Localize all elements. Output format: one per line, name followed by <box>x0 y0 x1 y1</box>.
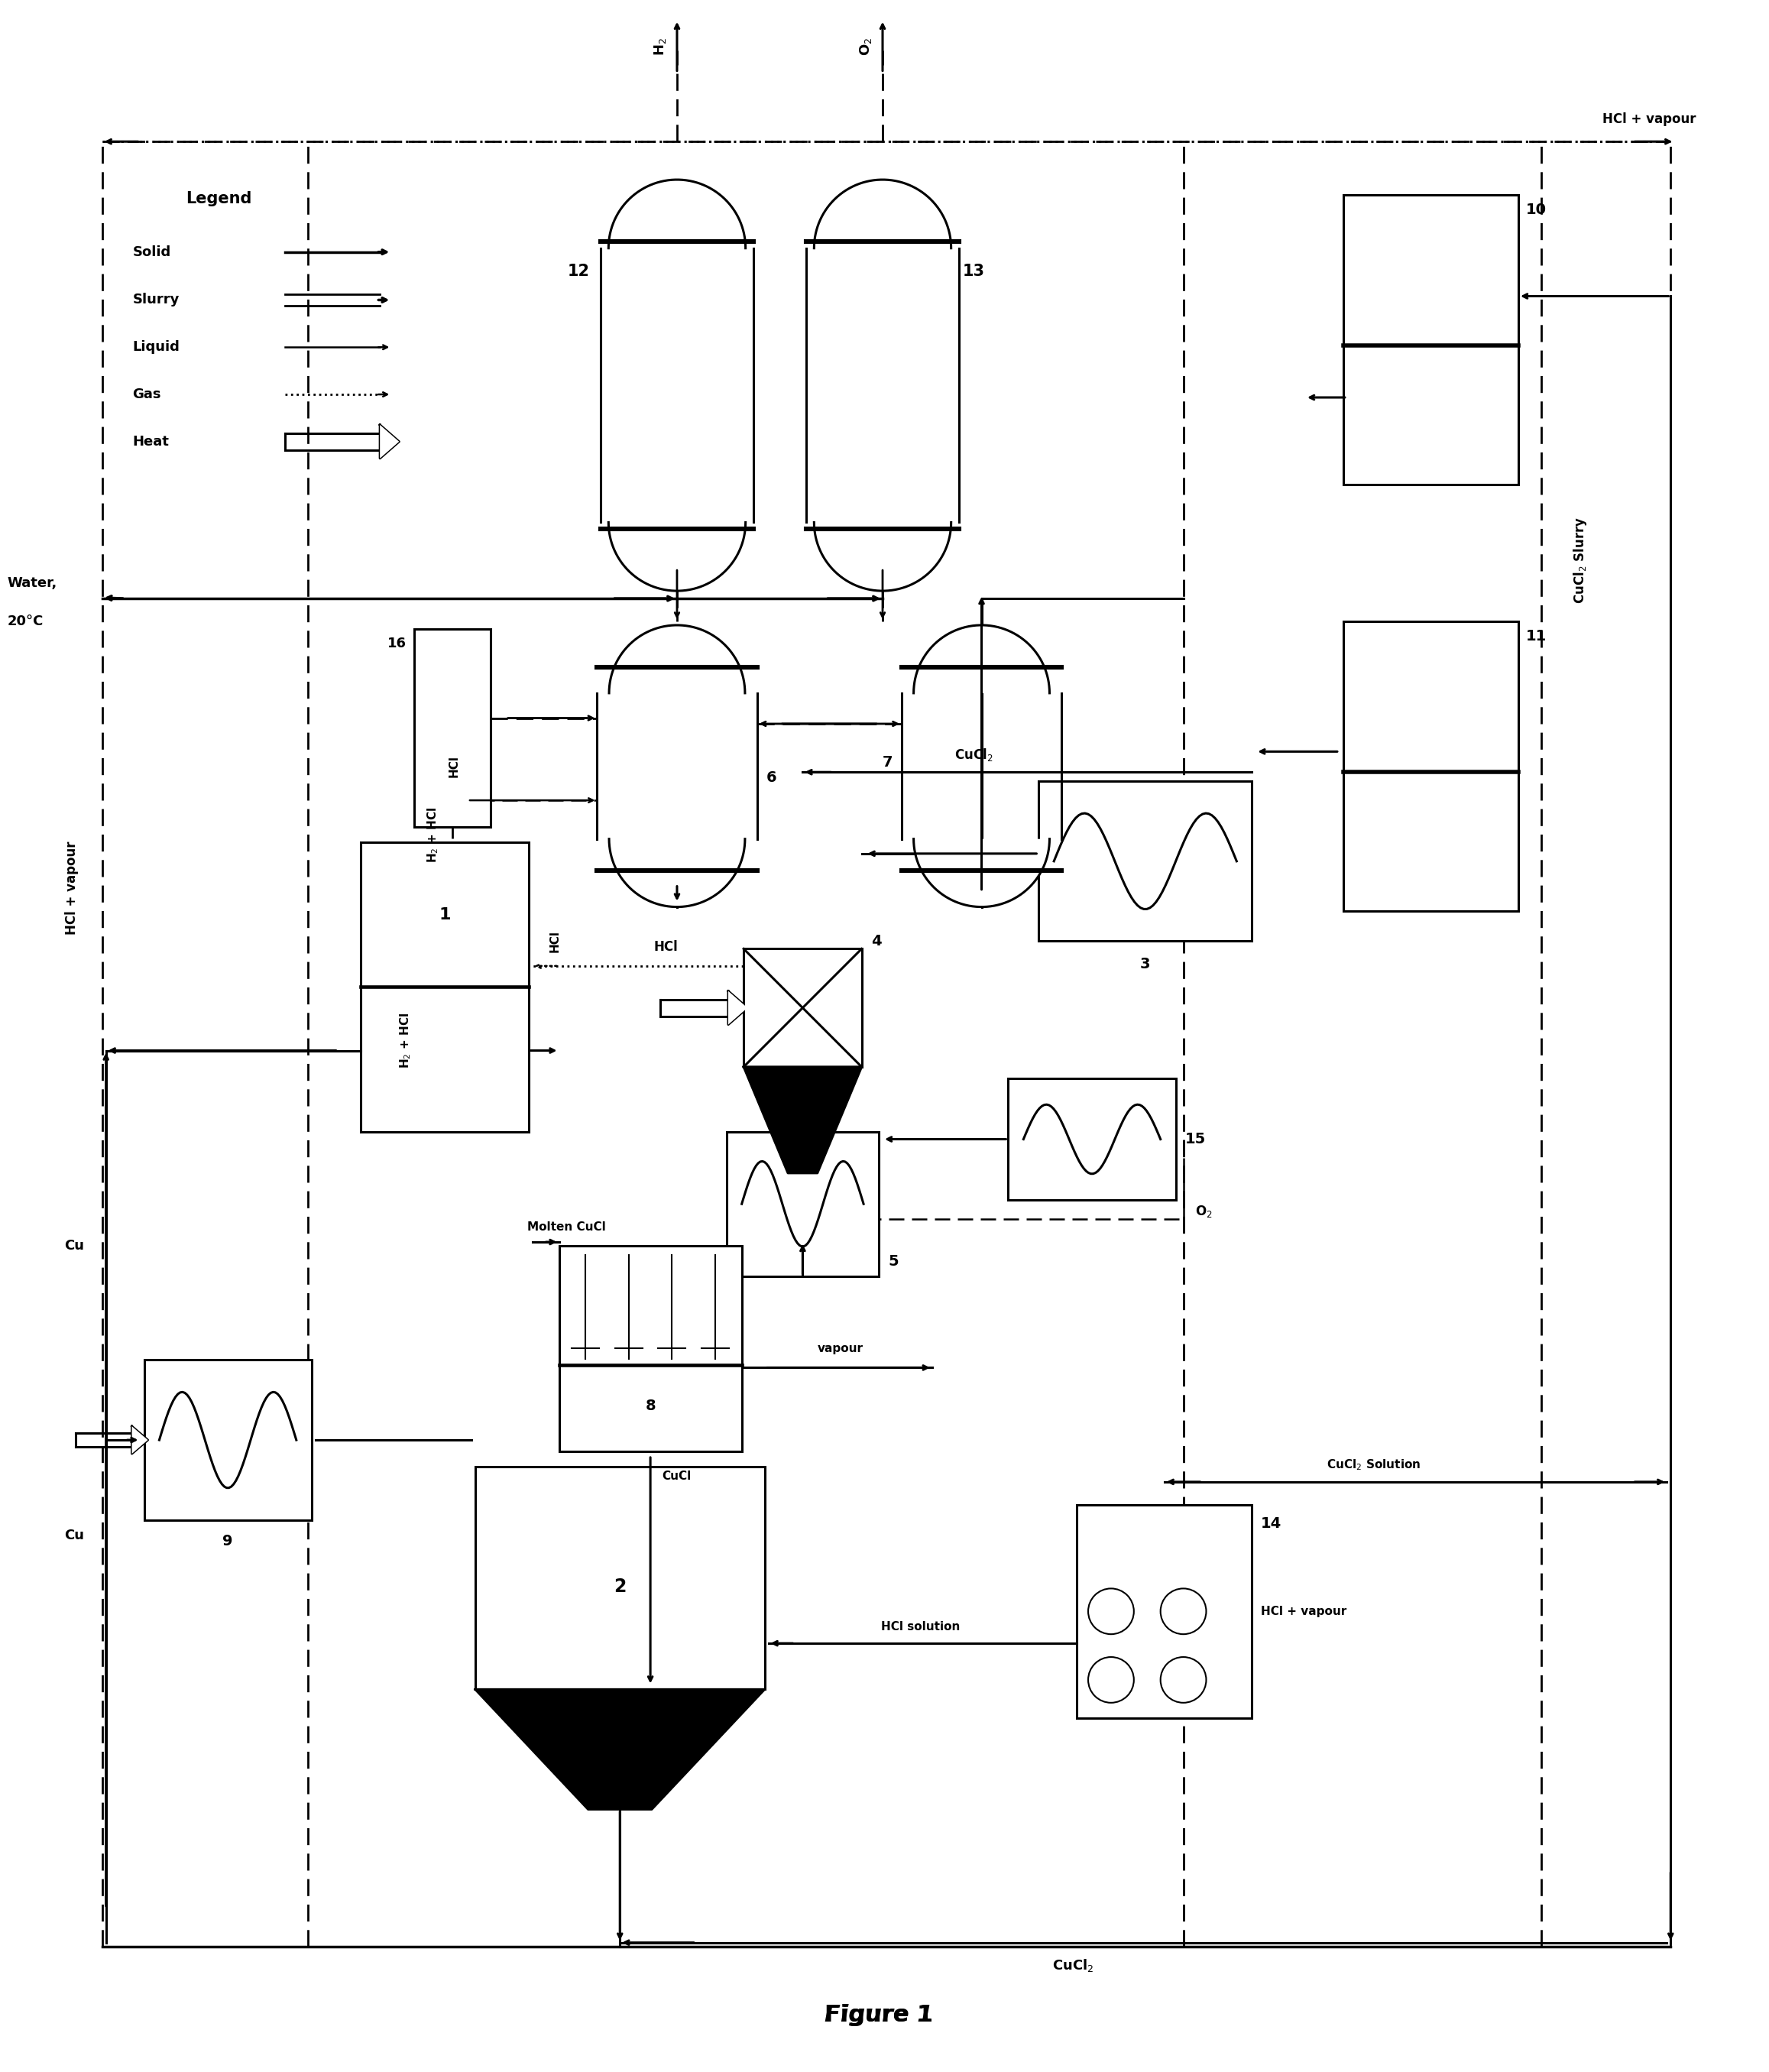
Text: H$_2$: H$_2$ <box>653 37 669 56</box>
Text: 14: 14 <box>1261 1517 1283 1531</box>
Bar <box>1343 195 1518 346</box>
Text: HCl + vapour: HCl + vapour <box>1603 112 1696 126</box>
Text: HCl: HCl <box>448 754 460 777</box>
Text: O$_2$: O$_2$ <box>1194 1204 1212 1218</box>
Text: 16: 16 <box>387 636 407 651</box>
Text: 13: 13 <box>962 263 985 278</box>
Bar <box>727 1131 879 1276</box>
Bar <box>143 1359 311 1521</box>
Polygon shape <box>729 990 748 1024</box>
Text: 5: 5 <box>888 1254 899 1268</box>
Polygon shape <box>133 1426 149 1455</box>
Text: 10: 10 <box>1527 203 1546 218</box>
Bar <box>902 694 1061 839</box>
Text: 11: 11 <box>1527 630 1546 644</box>
Bar <box>476 1467 764 1689</box>
Text: 8: 8 <box>646 1399 656 1413</box>
Bar <box>1343 346 1518 485</box>
Text: 15: 15 <box>1185 1131 1206 1146</box>
Text: vapour: vapour <box>817 1343 863 1355</box>
Bar <box>414 630 490 827</box>
Bar <box>559 1245 741 1365</box>
Text: HCl: HCl <box>550 930 561 953</box>
Bar <box>1343 622 1518 773</box>
Text: Cu: Cu <box>64 1239 83 1254</box>
Bar <box>361 841 529 986</box>
Polygon shape <box>609 522 745 591</box>
Bar <box>559 1245 741 1450</box>
Text: 6: 6 <box>766 771 777 785</box>
Text: Figure 1: Figure 1 <box>824 2004 934 2026</box>
Bar <box>1343 195 1518 485</box>
Text: Cu: Cu <box>64 1529 83 1542</box>
Text: 1: 1 <box>439 908 451 922</box>
Polygon shape <box>743 1067 862 1173</box>
Text: H$_2$ + HCl: H$_2$ + HCl <box>426 806 440 862</box>
Text: HCl + vapour: HCl + vapour <box>65 841 78 934</box>
Text: 20°C: 20°C <box>7 615 42 628</box>
Text: CuCl$_2$ Slurry: CuCl$_2$ Slurry <box>1571 516 1589 605</box>
Polygon shape <box>609 839 745 908</box>
Text: CuCl$_2$ Solution: CuCl$_2$ Solution <box>1327 1459 1421 1473</box>
Bar <box>1343 773 1518 912</box>
Text: O$_2$: O$_2$ <box>858 37 874 56</box>
Text: Legend: Legend <box>186 191 251 207</box>
Polygon shape <box>814 522 952 591</box>
Text: 7: 7 <box>883 754 893 769</box>
Bar <box>1343 622 1518 912</box>
Text: CuCl$_2$: CuCl$_2$ <box>1053 1958 1093 1973</box>
Text: 4: 4 <box>870 934 881 949</box>
Text: H$_2$ + HCl: H$_2$ + HCl <box>398 1011 412 1069</box>
Text: 3: 3 <box>1139 957 1150 972</box>
Text: 12: 12 <box>568 263 589 278</box>
Text: Slurry: Slurry <box>133 292 179 307</box>
Text: 2: 2 <box>614 1577 626 1595</box>
Bar <box>361 986 529 1131</box>
Bar <box>1008 1077 1176 1200</box>
Polygon shape <box>380 425 400 458</box>
Text: HCl solution: HCl solution <box>881 1620 961 1633</box>
Polygon shape <box>913 839 1049 908</box>
Text: Liquid: Liquid <box>133 340 180 354</box>
Text: HCl: HCl <box>653 941 678 953</box>
Text: Heat: Heat <box>133 435 170 448</box>
Bar <box>601 249 754 522</box>
Bar <box>1038 781 1252 941</box>
Text: Gas: Gas <box>133 387 161 402</box>
Bar <box>559 1365 741 1450</box>
Text: Figure 1: Figure 1 <box>824 2004 932 2026</box>
Bar <box>361 841 529 1131</box>
Text: CuCl$_2$: CuCl$_2$ <box>955 746 992 762</box>
Bar <box>476 1467 764 1689</box>
Polygon shape <box>476 1689 764 1809</box>
Polygon shape <box>609 626 745 694</box>
Bar <box>743 949 862 1067</box>
Polygon shape <box>609 180 745 249</box>
Polygon shape <box>913 626 1049 694</box>
Text: HCl + vapour: HCl + vapour <box>1261 1606 1346 1616</box>
Bar <box>807 249 959 522</box>
Bar <box>598 694 757 839</box>
Bar <box>1077 1504 1252 1718</box>
Text: Molten CuCl: Molten CuCl <box>527 1220 605 1233</box>
Text: CuCl: CuCl <box>662 1471 692 1481</box>
Polygon shape <box>814 180 952 249</box>
Text: Water,: Water, <box>7 576 57 591</box>
Text: Solid: Solid <box>133 244 172 259</box>
Text: 9: 9 <box>223 1533 234 1548</box>
